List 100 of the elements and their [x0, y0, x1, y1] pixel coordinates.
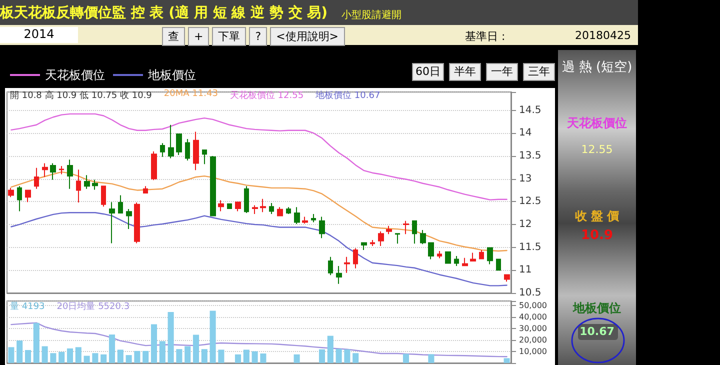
candlestick	[277, 206, 283, 216]
candlestick	[395, 233, 400, 244]
bar	[336, 348, 342, 363]
candlestick	[462, 257, 468, 267]
y-tick-label: 10,000	[519, 347, 547, 356]
candlestick	[134, 202, 140, 244]
bar	[108, 334, 116, 363]
candlestick	[470, 252, 476, 262]
candlestick	[504, 274, 510, 282]
candlestick	[202, 150, 207, 165]
bar	[294, 354, 300, 363]
candlestick	[294, 206, 300, 225]
candlestick	[269, 202, 274, 214]
y-tick-label: 13	[519, 173, 532, 184]
bar	[201, 349, 208, 363]
candlestick	[17, 186, 22, 212]
bar	[318, 349, 326, 363]
bar	[159, 341, 166, 363]
bar	[243, 350, 250, 363]
text: <使用說明>	[270, 27, 344, 46]
bar	[142, 350, 149, 363]
candlestick	[437, 250, 442, 259]
text: 10.67	[578, 325, 616, 338]
annotation: 地板價位 10.67	[316, 90, 380, 102]
candlestick	[344, 256, 350, 274]
candlestick	[311, 213, 316, 223]
candlestick	[176, 134, 182, 156]
candlestick	[218, 200, 224, 212]
text: +	[188, 27, 210, 46]
candlestick	[454, 256, 459, 267]
y-tick-label: 12	[519, 218, 532, 230]
bar	[117, 350, 124, 363]
candlestick	[336, 266, 342, 284]
bar	[352, 353, 359, 363]
candlestick	[479, 250, 484, 260]
candlestick	[252, 204, 258, 214]
bar	[16, 340, 23, 363]
y-tick-label: 30,000	[519, 324, 547, 334]
candlestick	[227, 203, 232, 209]
bar	[134, 350, 140, 363]
candlestick	[378, 230, 384, 246]
y-tick-label: 50,000	[519, 301, 547, 310]
line-series	[10, 113, 508, 200]
candlestick	[185, 138, 190, 162]
text: 2014	[0, 27, 78, 43]
bar	[66, 348, 74, 363]
text: 基準日 :	[465, 29, 506, 44]
text: 地板價位	[572, 300, 622, 317]
bar	[218, 350, 224, 363]
text: 收 盤 價	[574, 208, 620, 225]
y-tick-label: 20,000	[519, 336, 547, 345]
bar	[24, 350, 32, 363]
candlestick	[386, 225, 392, 235]
candlestick	[50, 162, 56, 180]
text: ?	[249, 27, 268, 46]
candlestick	[319, 216, 325, 239]
line-series	[10, 212, 508, 286]
candlestick	[445, 251, 451, 264]
candlestick	[151, 150, 157, 181]
candlestick	[101, 186, 106, 208]
candlestick	[67, 159, 73, 190]
bar	[42, 346, 48, 363]
line-series	[10, 171, 508, 252]
bar	[126, 355, 132, 363]
text: 12.55	[580, 143, 614, 156]
annotation: 20MA 11.43	[164, 89, 218, 101]
candlestick	[302, 216, 308, 224]
bar	[168, 312, 174, 363]
y-tick-label: 40,000	[519, 312, 547, 322]
bar	[176, 349, 182, 363]
candlestick	[76, 169, 81, 204]
candlestick	[361, 242, 367, 251]
candlestick	[25, 190, 31, 203]
text: 三年	[523, 63, 555, 81]
candlestick	[487, 247, 493, 265]
y-tick-label: 10.5	[519, 288, 542, 298]
bar	[210, 310, 216, 363]
bar	[33, 322, 40, 363]
bar	[50, 353, 56, 363]
candlestick	[92, 179, 98, 190]
candlestick	[370, 240, 375, 246]
candlestick	[193, 131, 199, 171]
y-tick-label: 11	[519, 264, 532, 276]
bar	[75, 347, 82, 363]
candlestick	[168, 124, 174, 159]
candlestick	[496, 258, 501, 271]
text: 半年	[449, 63, 481, 81]
text: 20180425	[575, 29, 631, 42]
candlestick	[235, 202, 241, 212]
bar	[260, 353, 266, 363]
bar	[184, 346, 191, 363]
bar	[8, 347, 14, 363]
text: 60日	[412, 63, 444, 81]
text: 過 熱 (短空)	[560, 59, 634, 76]
annotation: 20日均量 5520.3	[56, 300, 130, 313]
candlestick	[210, 155, 216, 216]
bar	[344, 349, 350, 363]
text: 天花板價位	[566, 115, 628, 132]
text: 下單	[212, 27, 246, 46]
y-tick-label: 14.5	[519, 104, 542, 116]
